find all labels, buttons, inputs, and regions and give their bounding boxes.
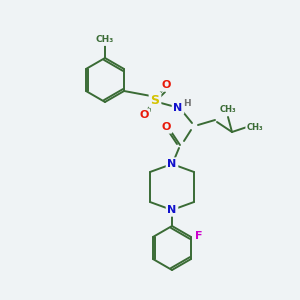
Text: CH₃: CH₃ (96, 35, 114, 44)
Text: H: H (183, 98, 191, 107)
Text: O: O (139, 110, 149, 120)
Text: N: N (167, 205, 177, 215)
Text: N: N (173, 103, 183, 113)
Text: CH₃: CH₃ (220, 106, 236, 115)
Text: N: N (167, 159, 177, 169)
Text: F: F (195, 231, 203, 241)
Text: CH₃: CH₃ (247, 122, 263, 131)
Text: S: S (151, 94, 160, 106)
Text: O: O (161, 80, 171, 90)
Text: O: O (161, 122, 171, 132)
